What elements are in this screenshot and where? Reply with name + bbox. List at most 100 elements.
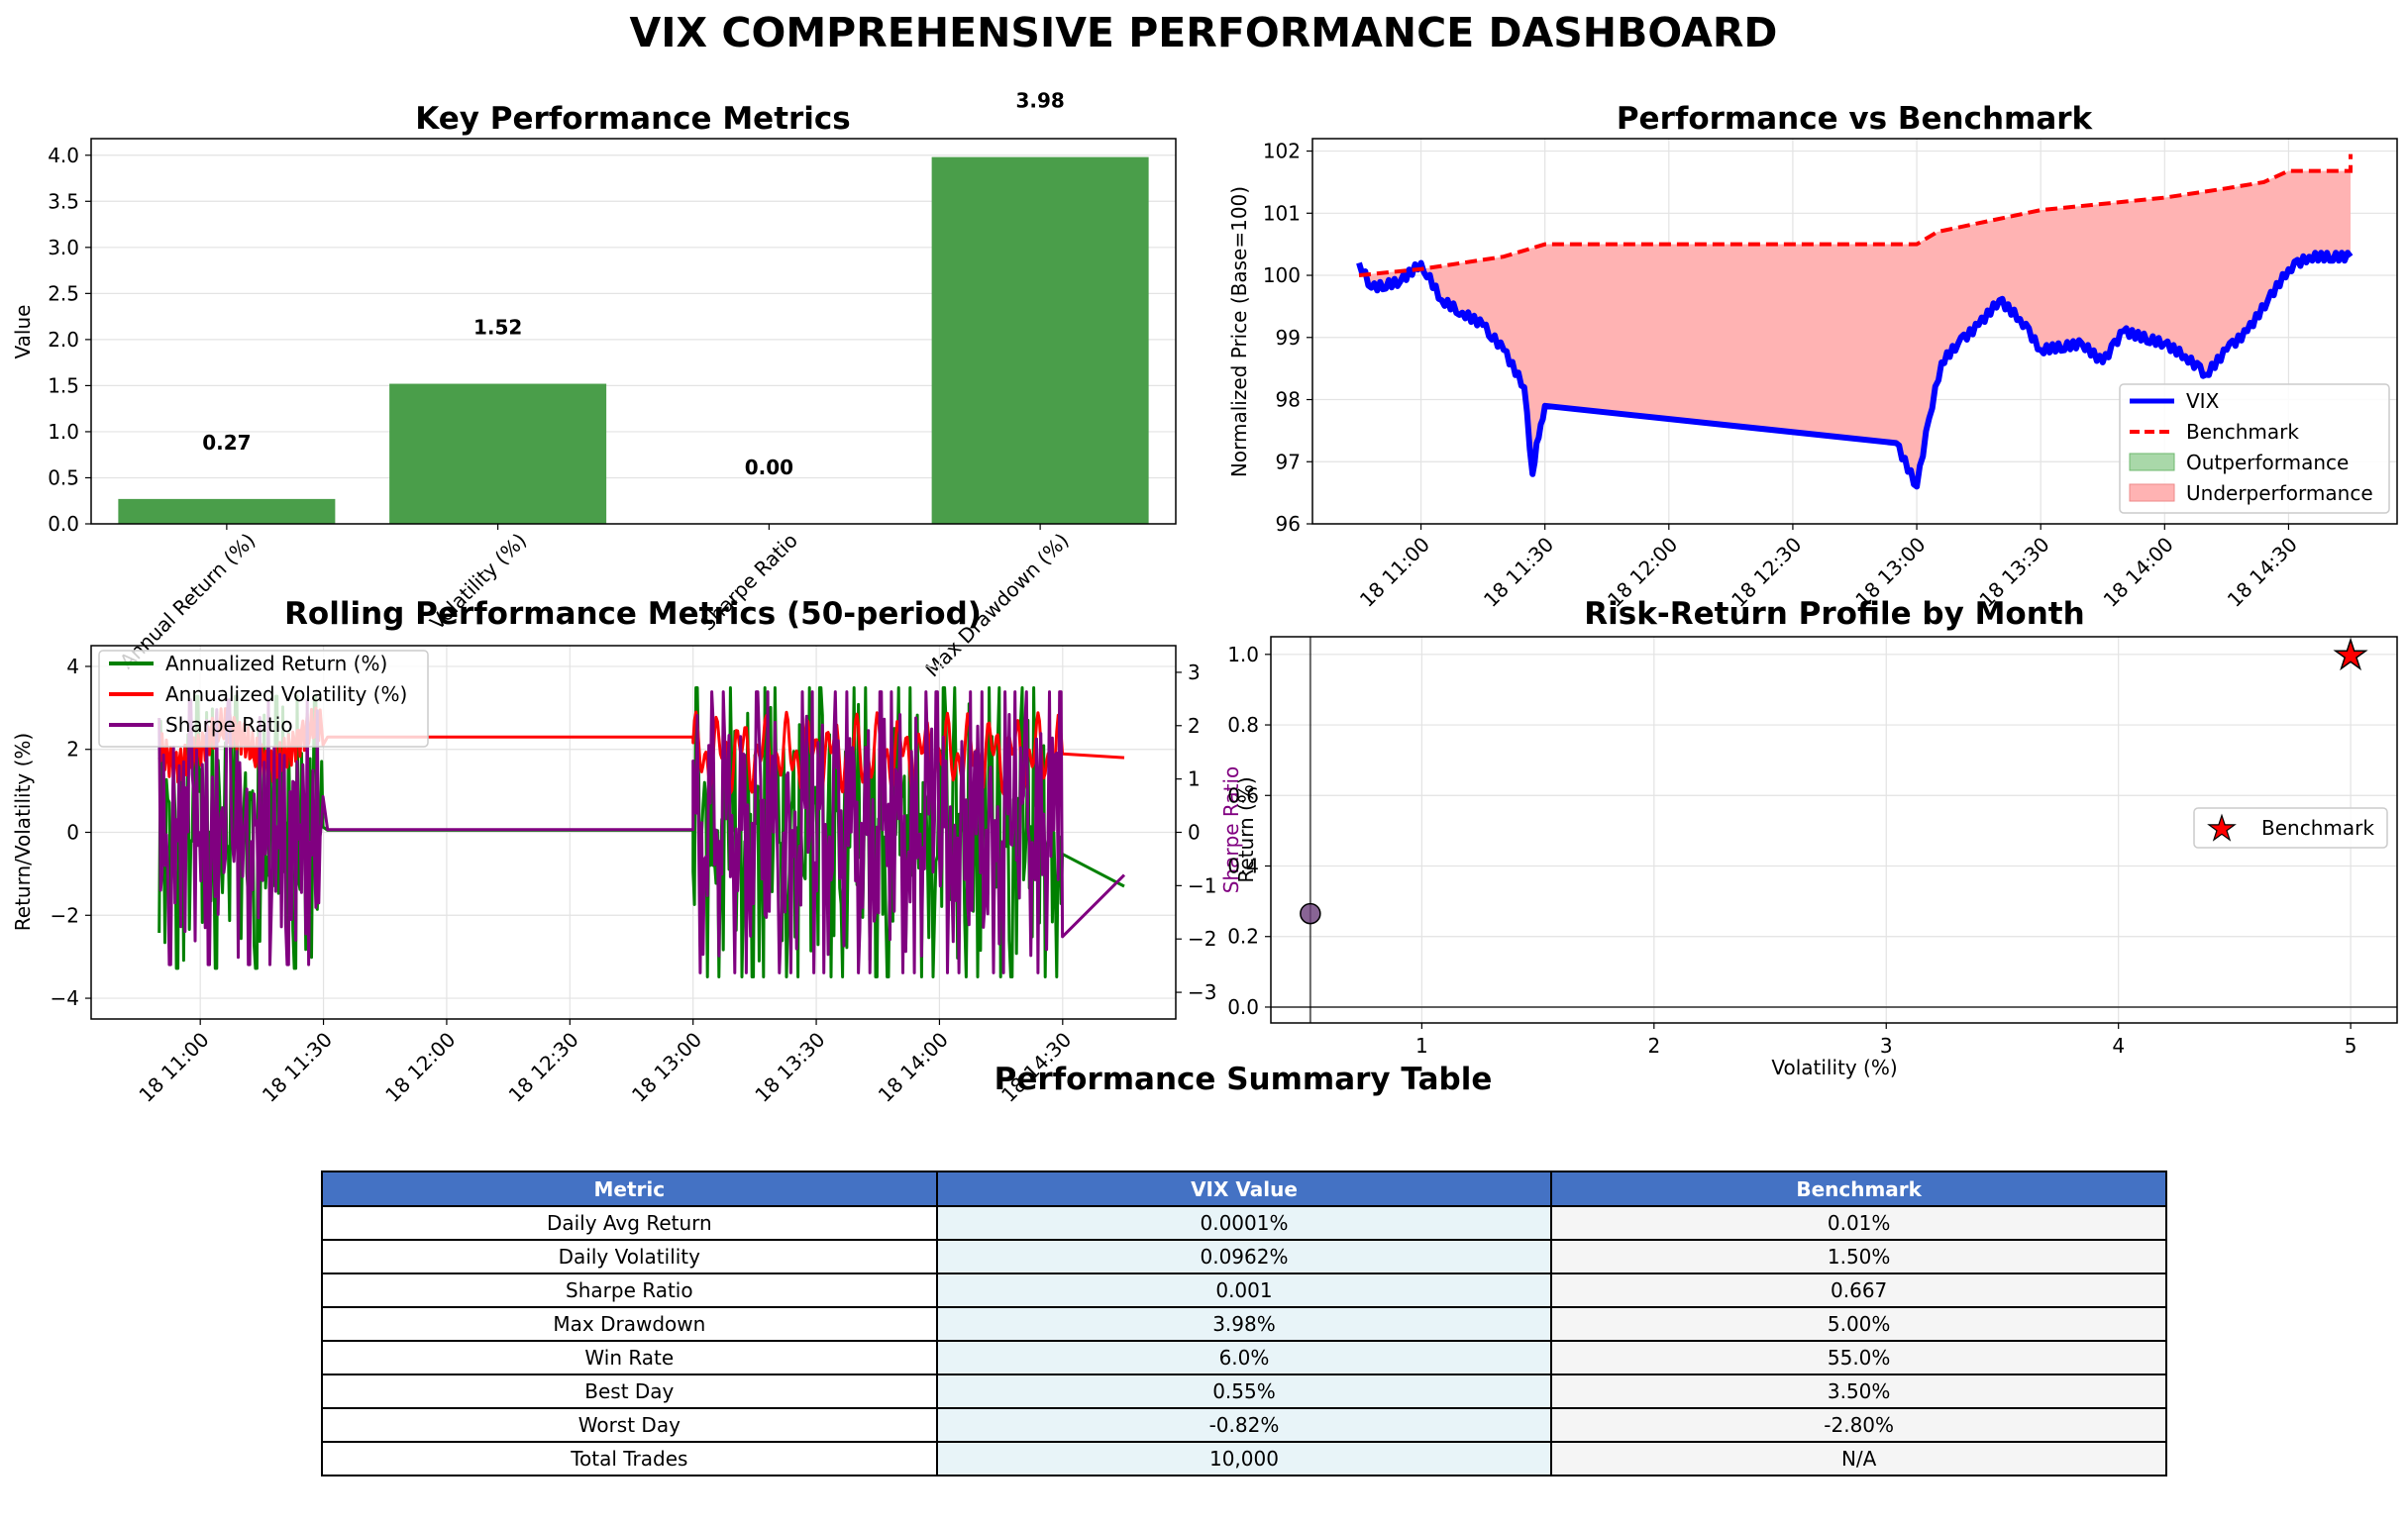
bar-chart-frame <box>90 138 1177 525</box>
benchmark-y-tick-label: 97 <box>1276 450 1301 473</box>
table-cell: 6.0% <box>935 1340 1553 1375</box>
table-cell: Best Day <box>321 1374 938 1409</box>
benchmark-legend: VIX Benchmark Outperformance Underperfor… <box>2119 383 2390 514</box>
legend-return-label: Annualized Return (%) <box>165 652 387 675</box>
scatter-chart-title: Risk-Return Profile by Month <box>1584 596 2084 632</box>
rolling-y-tick-label-right: 3 <box>1188 661 1201 684</box>
sharpe-line <box>157 690 1126 974</box>
benchmark-x-tick-label: 18 11:30 <box>1479 533 1558 612</box>
table-cell: 5.00% <box>1550 1306 2167 1342</box>
table-header-cell: Benchmark <box>1550 1171 2167 1207</box>
rolling-x-tick-label: 18 14:00 <box>874 1028 953 1107</box>
bar-value-label: 3.98 <box>1015 89 1064 113</box>
scatter-x-tick-label: 5 <box>2345 1034 2357 1058</box>
scatter-x-tick-label: 1 <box>1415 1034 1428 1058</box>
scatter-x-tick-label: 3 <box>1880 1034 1893 1058</box>
table-cell: Daily Avg Return <box>321 1205 938 1241</box>
rolling-y-tick-label: 4 <box>66 655 79 678</box>
table-cell: Worst Day <box>321 1407 938 1443</box>
rolling-y-tick-label-right: 0 <box>1188 821 1201 845</box>
benchmark-y-tick-label: 100 <box>1263 263 1301 287</box>
benchmark-chart-ylabel: Normalized Price (Base=100) <box>1227 186 1251 477</box>
bar-value-label: 0.27 <box>202 431 251 455</box>
table-row: Total Trades 10,000 N/A <box>321 1441 2167 1476</box>
scatter-legend: ★ Benchmark <box>2193 807 2388 850</box>
scatter-y-tick-label: 0.4 <box>1227 855 1259 878</box>
table-row: Best Day 0.55% 3.50% <box>321 1374 2167 1409</box>
bar <box>118 498 336 524</box>
vix-line <box>1356 250 2354 490</box>
rolling-x-tick-label: 18 12:00 <box>380 1028 460 1107</box>
scatter-y-tick-label: 0.2 <box>1227 925 1259 949</box>
rolling-x-tick-label: 18 13:30 <box>750 1028 829 1107</box>
rolling-y-tick-label-right: −3 <box>1188 980 1216 1004</box>
scatter-y-tick-label: 0.0 <box>1227 995 1259 1019</box>
rolling-chart-panel: −4 −2 0 2 4 −3 −2 −1 0 1 2 3 18 11:00 18 11:30 18 12… <box>11 596 1243 1107</box>
bar-y-tick-label: 1.0 <box>48 420 79 444</box>
table-cell: 10,000 <box>935 1441 1553 1476</box>
legend-vix-label: VIX <box>2186 389 2220 413</box>
rolling-legend: Annualized Return (%) Annualized Volatil… <box>98 650 429 748</box>
legend-benchmark-label: Benchmark <box>2186 420 2299 444</box>
summary-table-container: Metric VIX Value Benchmark Daily Avg Retur… <box>321 1171 2167 1476</box>
bar-value-label: 1.52 <box>473 316 522 340</box>
table-cell: 55.0% <box>1550 1340 2167 1375</box>
legend-outperformance-swatch <box>2129 453 2175 471</box>
scatter-x-tick-label: 2 <box>1647 1034 1660 1058</box>
table-cell: N/A <box>1550 1441 2167 1476</box>
month-point <box>1300 902 1321 925</box>
rolling-y-tick-label: 2 <box>66 738 79 762</box>
bar-y-tick-label: 3.0 <box>48 236 79 259</box>
rolling-chart-ylabel-right: Sharpe Ratio <box>1219 766 1243 894</box>
table-row: Win Rate 6.0% 55.0% <box>321 1340 2167 1375</box>
rolling-y-tick-label: −2 <box>51 903 79 927</box>
table-cell: 3.98% <box>935 1306 1553 1342</box>
benchmark-y-tick-label: 99 <box>1276 326 1301 350</box>
table-cell: 3.50% <box>1550 1374 2167 1409</box>
rolling-y-tick-label-right: −2 <box>1188 927 1216 951</box>
table-cell: Sharpe Ratio <box>321 1272 938 1308</box>
benchmark-x-tick-label: 18 11:00 <box>1355 533 1434 612</box>
table-cell: 1.50% <box>1550 1239 2167 1274</box>
table-cell: Daily Volatility <box>321 1239 938 1274</box>
rolling-chart-title: Rolling Performance Metrics (50-period) <box>284 596 982 632</box>
rolling-y-tick-label-right: 1 <box>1188 767 1201 791</box>
benchmark-line <box>1358 153 2353 278</box>
rolling-y-tick-label-right: 2 <box>1188 714 1201 738</box>
table-cell: 0.55% <box>935 1374 1553 1409</box>
table-cell: 0.0001% <box>935 1205 1553 1241</box>
benchmark-chart-frame <box>1311 138 2398 525</box>
bar-y-tick-label: 0.5 <box>48 465 79 489</box>
underperformance-area <box>1359 153 2351 487</box>
scatter-y-tick-label: 1.0 <box>1227 643 1259 666</box>
legend-underperformance-swatch <box>2129 483 2175 502</box>
benchmark-y-tick-label: 98 <box>1276 388 1301 412</box>
scatter-y-tick-label: 0.6 <box>1227 783 1259 807</box>
rolling-y-tick-label-right: −1 <box>1188 873 1216 897</box>
table-row: Daily Volatility 0.0962% 1.50% <box>321 1239 2167 1274</box>
bar <box>931 156 1149 525</box>
legend-sharpe-label: Sharpe Ratio <box>165 713 293 737</box>
benchmark-x-tick-label: 18 14:00 <box>2099 533 2178 612</box>
bar-y-tick-label: 4.0 <box>48 144 79 167</box>
legend-outperformance-label: Outperformance <box>2186 451 2349 474</box>
rolling-x-tick-label: 18 12:30 <box>504 1028 583 1107</box>
benchmark-y-tick-label: 96 <box>1276 512 1301 536</box>
rolling-x-tick-label: 18 11:00 <box>134 1028 213 1107</box>
table-cell: 0.01% <box>1550 1205 2167 1241</box>
legend-benchmark-star: ★ <box>2207 809 2237 849</box>
table-cell: -0.82% <box>935 1407 1553 1443</box>
rolling-y-tick-label: −4 <box>51 986 79 1010</box>
dashboard-title: VIX COMPREHENSIVE PERFORMANCE DASHBOARD <box>630 9 1778 56</box>
benchmark-star: ★ <box>2333 633 2368 678</box>
scatter-y-tick-label: 0.8 <box>1227 713 1259 737</box>
table-row: Sharpe Ratio 0.001 0.667 <box>321 1272 2167 1308</box>
table-cell: Total Trades <box>321 1441 938 1476</box>
rolling-x-tick-label: 18 11:30 <box>258 1028 337 1107</box>
table-header-cell: Metric <box>321 1171 938 1207</box>
bar-chart-ylabel: Value <box>11 305 35 359</box>
table-row: Max Drawdown 3.98% 5.00% <box>321 1306 2167 1342</box>
scatter-chart-panel: ★ 0.0 0.2 0.4 0.6 0.8 1.0 1 2 3 4 5 Risk-Return P… <box>1227 596 2398 1079</box>
